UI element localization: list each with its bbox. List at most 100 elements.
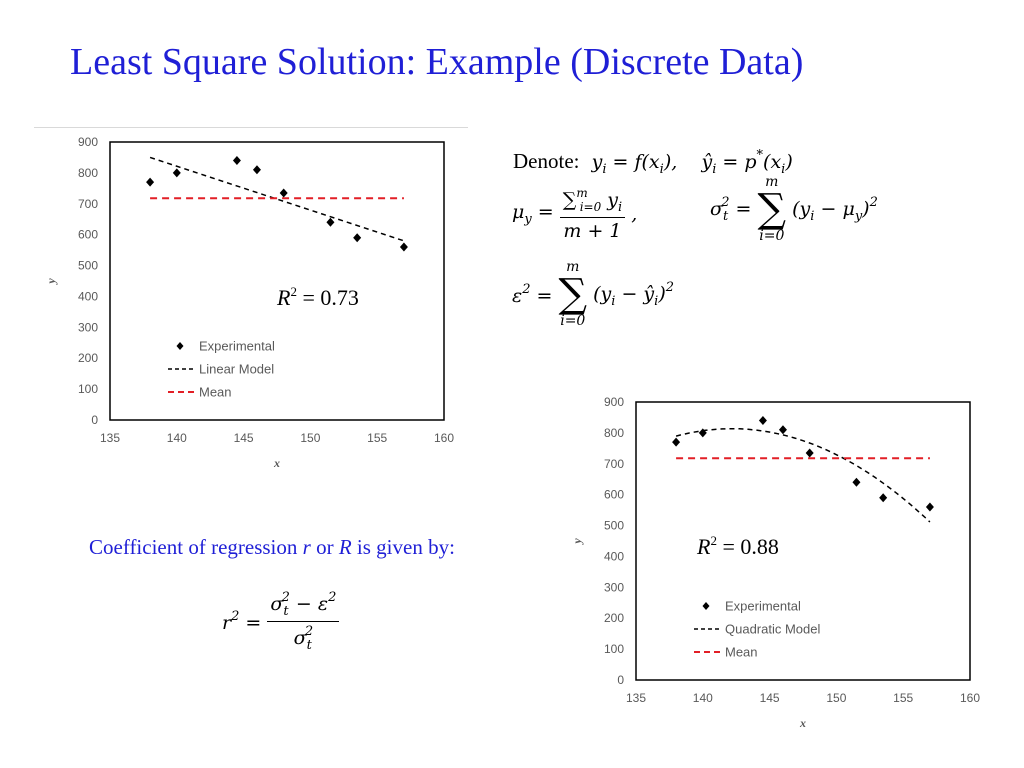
def-yhat-sub: i xyxy=(712,162,717,177)
y-tick-label: 100 xyxy=(604,642,624,656)
x-tick-label: 145 xyxy=(760,691,780,705)
def-y-sub: i xyxy=(602,162,607,177)
x-tick-label: 150 xyxy=(300,431,320,445)
coef-R: R xyxy=(338,535,352,559)
linear-model-chart-svg: 0 100 200 300 400 500 600 700 800 900 135 140 145 150… xyxy=(44,135,454,470)
error-body-open: (y xyxy=(593,282,612,305)
y-tick-label: 200 xyxy=(78,351,98,365)
legend-label: Quadratic Model xyxy=(725,622,820,637)
x-tick-label: 155 xyxy=(367,431,387,445)
variance-body-sub: i xyxy=(810,208,815,224)
linear-model-chart: 0 100 200 300 400 500 600 700 800 900 135 140 145 150… xyxy=(34,130,474,475)
x-tick-label: 140 xyxy=(693,691,713,705)
data-point xyxy=(698,428,707,438)
equals: = xyxy=(239,612,262,634)
legend-label: Mean xyxy=(725,645,758,660)
data-point xyxy=(252,165,261,175)
r-symbol: r xyxy=(222,612,232,634)
r-squared-annotation: R2 = 0.73 xyxy=(277,284,359,311)
y-tick-label: 500 xyxy=(78,259,98,273)
num-sigma-sq: 2 xyxy=(281,590,290,605)
y-tick-label: 700 xyxy=(604,457,624,471)
data-point xyxy=(326,217,335,227)
x-tick-label: 155 xyxy=(893,691,913,705)
denote-label: Denote: xyxy=(513,149,580,173)
variance-formula: σt2 = m ∑ i=0 (yi − μy)2 xyxy=(710,175,878,243)
error-body-mid-sub: i xyxy=(654,293,659,309)
y-tick-label: 0 xyxy=(617,673,624,687)
r-squared-formula: r 2 = σt2 − ε2 σt2 xyxy=(222,590,340,653)
r2-value: = 0.88 xyxy=(716,534,779,559)
def-y-rhs-sub: i xyxy=(659,162,664,177)
y-tick-label: 600 xyxy=(604,488,624,502)
mean-term-sub: i xyxy=(618,200,623,215)
num-sigma-sub: t xyxy=(283,604,289,619)
variance-body-open: (y xyxy=(792,197,811,220)
sum-lower: i=0 xyxy=(759,228,785,244)
error-body-close: ) xyxy=(658,282,666,305)
equals: = xyxy=(530,284,553,307)
mean-fraction: ∑mi=0 yi m + 1 xyxy=(559,186,626,242)
r-squared-annotation: R2 = 0.88 xyxy=(697,533,779,560)
r-squared-fraction: σt2 − ε2 σt2 xyxy=(267,590,340,653)
x-tick-label: 160 xyxy=(434,431,454,445)
y-tick-label: 900 xyxy=(604,395,624,409)
quadratic-model-chart: 0 100 200 300 400 500 600 700 800 900 135 140 145 150… xyxy=(560,390,1000,735)
r2-exponent: 2 xyxy=(290,284,297,299)
r2-prefix: R xyxy=(277,285,291,310)
error-sq: 2 xyxy=(665,279,675,295)
sum-sign: ∑ xyxy=(562,189,577,211)
sigma-symbol: σ xyxy=(710,197,723,220)
y-tick-label: 400 xyxy=(604,549,624,563)
y-tick-label: 200 xyxy=(604,611,624,625)
x-axis-label: x xyxy=(273,456,280,470)
sum-upper: m xyxy=(576,186,588,200)
y-tick-label: 900 xyxy=(78,135,98,149)
variance-body-mid: − μ xyxy=(814,197,855,220)
y-tick-label: 800 xyxy=(604,426,624,440)
legend-marker xyxy=(176,342,184,350)
x-tick-label: 140 xyxy=(167,431,187,445)
def-y-close: ), xyxy=(663,151,678,173)
data-point xyxy=(805,448,814,458)
data-point xyxy=(672,437,681,447)
quadratic-model-chart-svg: 0 100 200 300 400 500 600 700 800 900 135 140 145 150… xyxy=(570,395,980,730)
coef-suffix: is given by: xyxy=(351,535,455,559)
mu-sub: y xyxy=(524,212,532,227)
def-yhat-rhs: = p xyxy=(716,151,757,173)
data-point xyxy=(925,502,934,512)
y-tick-label: 600 xyxy=(78,228,98,242)
sum-operator: m ∑ i=0 xyxy=(758,175,787,243)
mean-term: y xyxy=(607,189,619,211)
coef-r: r xyxy=(302,535,311,559)
data-point xyxy=(232,156,241,166)
comma: , xyxy=(631,203,638,225)
data-point xyxy=(879,493,888,503)
sum-upper: m xyxy=(566,259,580,275)
denote-definitions: Denote: yi = f(xi), ŷi = p*(xi) xyxy=(513,148,793,177)
y-axis-label: y xyxy=(44,278,58,286)
def-yhat-star: * xyxy=(756,148,764,163)
plot-area xyxy=(109,141,445,421)
den-sigma-sq: 2 xyxy=(304,624,314,639)
data-point xyxy=(399,242,408,252)
x-tick-label: 135 xyxy=(100,431,120,445)
def-y: y xyxy=(591,151,603,173)
legend-label: Experimental xyxy=(199,339,275,354)
epsilon-sq: 2 xyxy=(522,281,531,297)
def-yhat: ŷ xyxy=(701,151,713,173)
data-point xyxy=(279,188,288,198)
x-tick-label: 160 xyxy=(960,691,980,705)
x-tick-label: 135 xyxy=(626,691,646,705)
slide-title: Least Square Solution: Example (Discrete… xyxy=(70,41,804,83)
plot-area xyxy=(635,401,971,681)
def-yhat-rhs2-sub: i xyxy=(781,162,786,177)
y-tick-label: 100 xyxy=(78,382,98,396)
error-body-mid: − ŷ xyxy=(615,282,655,305)
def-yhat-close: ) xyxy=(785,151,793,173)
data-point xyxy=(758,416,767,426)
coef-or: or xyxy=(310,535,339,559)
y-axis-label: y xyxy=(570,538,584,546)
error-body-sub: i xyxy=(611,293,616,309)
sum-sign: ∑ xyxy=(558,271,588,317)
